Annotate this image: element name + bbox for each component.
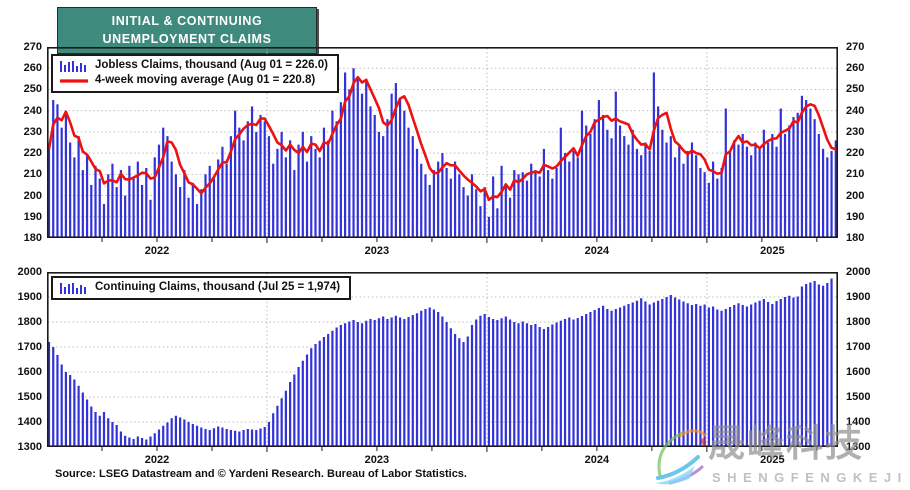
y-axis-tick-label: 1400 xyxy=(17,416,42,428)
x-axis-year-label: 2024 xyxy=(585,245,610,257)
y-axis-tick-label: 270 xyxy=(23,41,42,53)
x-axis-year-label: 2023 xyxy=(365,245,389,257)
y-axis-tick-label: 200 xyxy=(23,189,42,202)
chart-title-box: INITIAL & CONTINUING UNEMPLOYMENT CLAIMS xyxy=(57,7,317,54)
legend-label-continuing-claims: Continuing Claims, thousand (Jul 25 = 1,… xyxy=(95,281,341,293)
y-axis-tick-label: 1800 xyxy=(17,316,42,328)
continuing-claims-legend: Continuing Claims, thousand (Jul 25 = 1,… xyxy=(51,276,352,300)
y-axis-tick-label: 230 xyxy=(846,125,865,138)
x-axis-year-label: 2023 xyxy=(365,454,389,466)
y-axis-tick-label: 260 xyxy=(23,62,42,75)
y-axis-tick-label: 240 xyxy=(846,104,865,117)
initial-claims-legend: Jobless Claims, thousand (Aug 01 = 226.0… xyxy=(51,54,339,93)
y-axis-tick-label: 230 xyxy=(23,125,42,138)
y-axis-tick-label: 1400 xyxy=(846,416,871,428)
initial-claims-chart: 2022 2023 2024 2025 xyxy=(47,47,839,257)
y-axis-tick-label: 220 xyxy=(23,147,42,160)
y-axis-tick-label: 180 xyxy=(23,232,42,244)
y-axis-tick-label: 190 xyxy=(846,210,865,223)
y-axis-tick-label: 1500 xyxy=(17,391,42,403)
blue-bars-icon xyxy=(60,61,86,72)
y-axis-tick-label: 1900 xyxy=(846,291,871,303)
y-axis-tick-label: 180 xyxy=(846,232,865,244)
y-axis-tick-label: 2000 xyxy=(17,266,42,278)
y-axis-tick-label: 250 xyxy=(23,83,42,96)
x-axis-year-label: 2022 xyxy=(145,245,169,257)
legend-row-continuing-claims: Continuing Claims, thousand (Jul 25 = 1,… xyxy=(59,280,340,295)
y-axis-tick-label: 190 xyxy=(23,210,42,223)
x-axis-year-label: 2022 xyxy=(145,454,169,466)
legend-row-jobless-claims: Jobless Claims, thousand (Aug 01 = 226.0… xyxy=(59,58,328,73)
y-axis-tick-label: 1900 xyxy=(17,291,42,303)
x-axis-year-label: 2024 xyxy=(585,454,610,466)
y-axis-tick-label: 1800 xyxy=(846,316,871,328)
x-axis-year-label: 2025 xyxy=(760,245,784,257)
watermark-latin-text: SHENGFENGKEJI xyxy=(712,470,908,485)
y-axis-tick-label: 1600 xyxy=(846,366,871,378)
y-axis-tick-label: 220 xyxy=(846,147,865,160)
y-axis-tick-label: 1700 xyxy=(846,341,871,353)
continuing-claims-chart: 2022 2023 2024 2025 xyxy=(47,272,839,466)
y-axis-tick-label: 250 xyxy=(846,83,865,96)
y-axis-tick-label: 1700 xyxy=(17,341,42,353)
y-axis-tick-label: 210 xyxy=(846,168,865,181)
y-axis-tick-label: 1300 xyxy=(17,441,42,453)
y-axis-tick-label: 260 xyxy=(846,62,865,75)
legend-row-moving-average: 4-week moving average (Aug 01 = 220.8) xyxy=(59,73,328,88)
chart-title-line1: INITIAL & CONTINUING xyxy=(111,14,263,28)
legend-label-jobless-claims: Jobless Claims, thousand (Aug 01 = 226.0… xyxy=(95,59,328,71)
y-axis-tick-label: 210 xyxy=(23,168,42,181)
x-axis-year-label: 2025 xyxy=(760,454,784,466)
source-note: Source: LSEG Datastream and © Yardeni Re… xyxy=(55,468,467,480)
y-axis-tick-label: 2000 xyxy=(846,266,871,278)
y-axis-tick-label: 1600 xyxy=(17,366,42,378)
blue-bars-icon xyxy=(60,283,86,294)
y-axis-tick-label: 270 xyxy=(846,41,865,53)
y-axis-tick-label: 1500 xyxy=(846,391,871,403)
chart-title-line2: UNEMPLOYMENT CLAIMS xyxy=(102,32,272,46)
y-axis-tick-label: 1300 xyxy=(846,441,871,453)
legend-label-moving-average: 4-week moving average (Aug 01 = 220.8) xyxy=(95,74,316,86)
y-axis-tick-label: 240 xyxy=(23,104,42,117)
red-line-icon xyxy=(60,79,88,83)
y-axis-tick-label: 200 xyxy=(846,189,865,202)
